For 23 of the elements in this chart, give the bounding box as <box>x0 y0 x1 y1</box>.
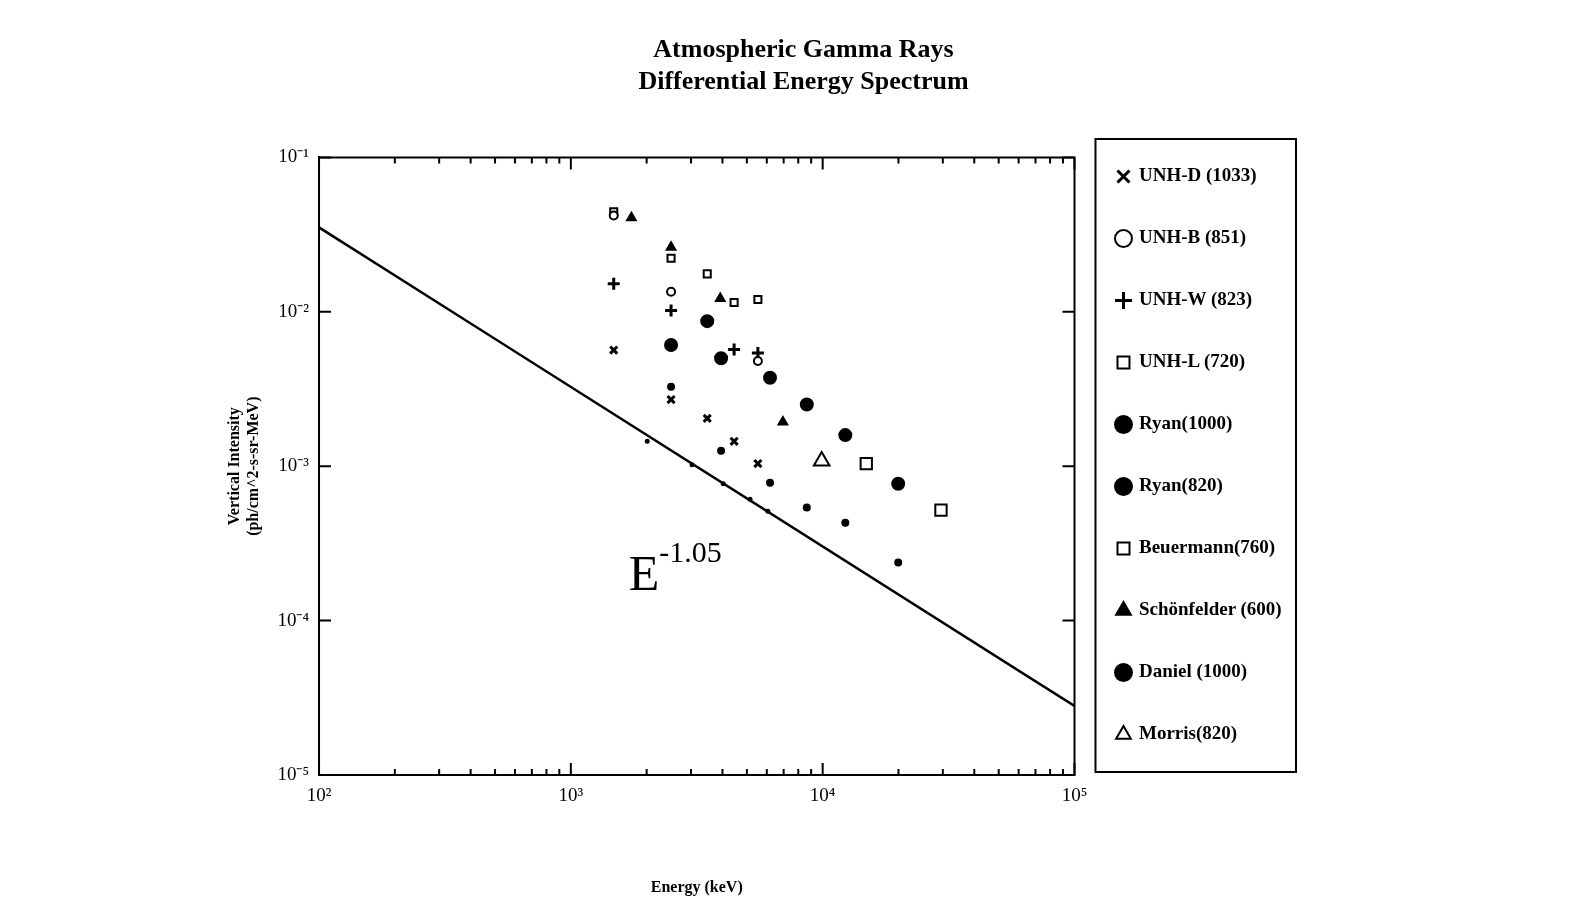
legend-label: Ryan(820) <box>1138 474 1223 497</box>
legend-label: Beuermann(760) <box>1138 536 1276 559</box>
chart-title: Atmospheric Gamma Rays <box>653 34 954 64</box>
x-tick-label: 10² <box>306 784 332 806</box>
x-axis-title: Energy (keV) <box>650 877 743 896</box>
y-tick-label: 10⁻³ <box>278 454 310 476</box>
legend-label: UNH-L (720) <box>1138 350 1246 373</box>
y-axis-title: Vertical Intensity (ph/cm^2-s-sr-MeV) <box>224 396 262 536</box>
x-tick-label: 10⁴ <box>809 784 836 806</box>
legend-label: UNH-W (823) <box>1138 288 1253 311</box>
legend-label: UNH-D (1033) <box>1138 164 1257 187</box>
legend-label: Daniel (1000) <box>1138 660 1248 683</box>
x-tick-label: 10⁵ <box>1061 784 1088 806</box>
y-tick-label: 10⁻⁴ <box>277 608 310 630</box>
y-tick-label: 10⁻⁵ <box>277 762 310 784</box>
y-tick-label: 10⁻² <box>278 299 310 321</box>
y-tick-label: 10⁻¹ <box>278 145 310 167</box>
legend-label: Ryan(1000) <box>1138 412 1233 435</box>
legend-label: Schönfelder (600) <box>1138 598 1282 621</box>
chart-subtitle: Differential Energy Spectrum <box>638 65 969 95</box>
x-tick-label: 10³ <box>558 784 584 806</box>
legend-label: UNH-B (851) <box>1138 226 1247 249</box>
legend-label: Morris(820) <box>1138 722 1238 745</box>
